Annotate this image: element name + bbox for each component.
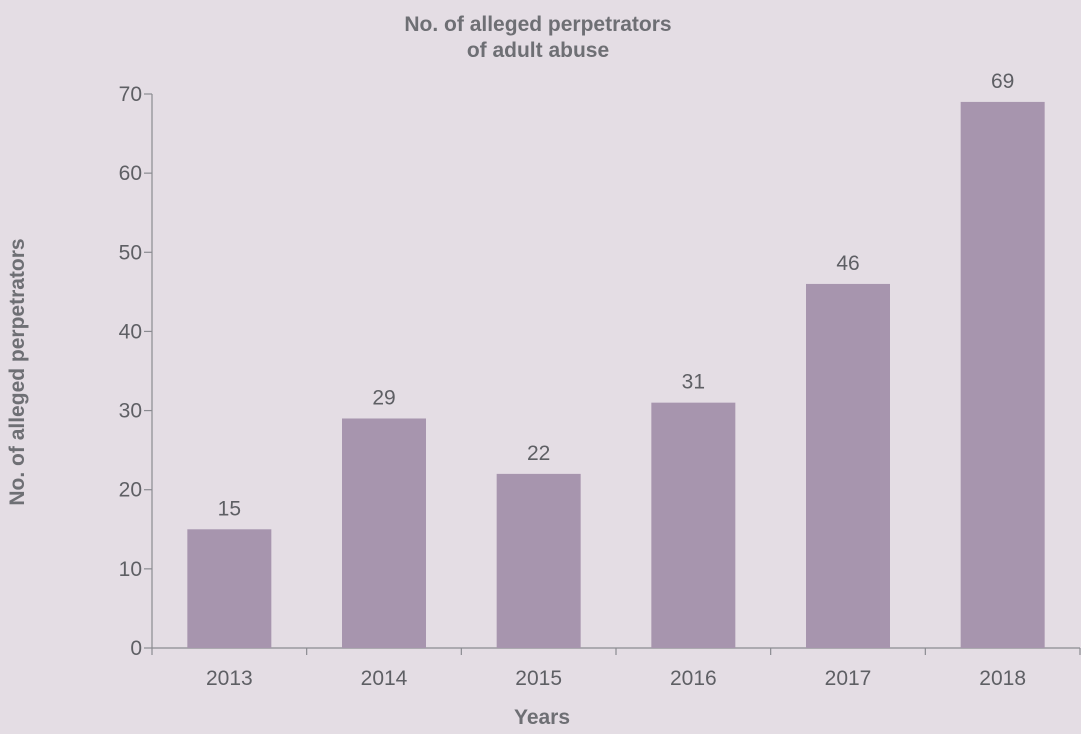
bar-2017 — [806, 283, 890, 648]
y-tick-label-0: 0 — [130, 637, 142, 660]
x-tick-label-2018: 2018 — [979, 667, 1026, 690]
x-tick-label-2014: 2014 — [361, 667, 408, 690]
data-label-2018: 69 — [991, 70, 1014, 93]
y-tick-label-40: 40 — [119, 320, 142, 343]
y-tick-label-70: 70 — [119, 83, 142, 106]
x-tick-label-2013: 2013 — [206, 667, 253, 690]
data-label-2015: 22 — [527, 442, 550, 465]
data-label-2016: 31 — [682, 371, 705, 394]
y-tick-label-60: 60 — [119, 162, 142, 185]
y-axis-ticks: 0 10 20 30 40 50 60 70 — [119, 83, 152, 660]
chart-title-line-2: of adult abuse — [467, 39, 609, 62]
data-label-2014: 29 — [372, 386, 395, 409]
y-axis-title: No. of alleged perpetrators — [6, 238, 29, 505]
data-label-2017: 46 — [836, 252, 859, 275]
bars — [187, 101, 1045, 648]
bar-2018 — [960, 101, 1045, 648]
chart-title-line-1: No. of alleged perpetrators — [404, 13, 671, 36]
y-tick-label-50: 50 — [119, 241, 142, 264]
y-tick-label-20: 20 — [119, 479, 142, 502]
bar-2015 — [496, 473, 581, 648]
x-axis-title: Years — [514, 706, 570, 729]
x-tick-label-2016: 2016 — [670, 667, 717, 690]
bar-2016 — [651, 402, 736, 648]
y-tick-label-10: 10 — [119, 558, 142, 581]
bar-2014 — [342, 418, 426, 648]
data-labels: 15 29 22 31 46 69 — [218, 70, 1015, 520]
data-label-2013: 15 — [218, 497, 241, 520]
x-tick-label-2017: 2017 — [825, 667, 872, 690]
bar-2013 — [187, 529, 272, 648]
x-axis-ticks: 2013 2014 2015 2016 2017 2018 — [151, 648, 1081, 690]
y-tick-label-30: 30 — [119, 400, 142, 423]
x-tick-label-2015: 2015 — [515, 667, 562, 690]
